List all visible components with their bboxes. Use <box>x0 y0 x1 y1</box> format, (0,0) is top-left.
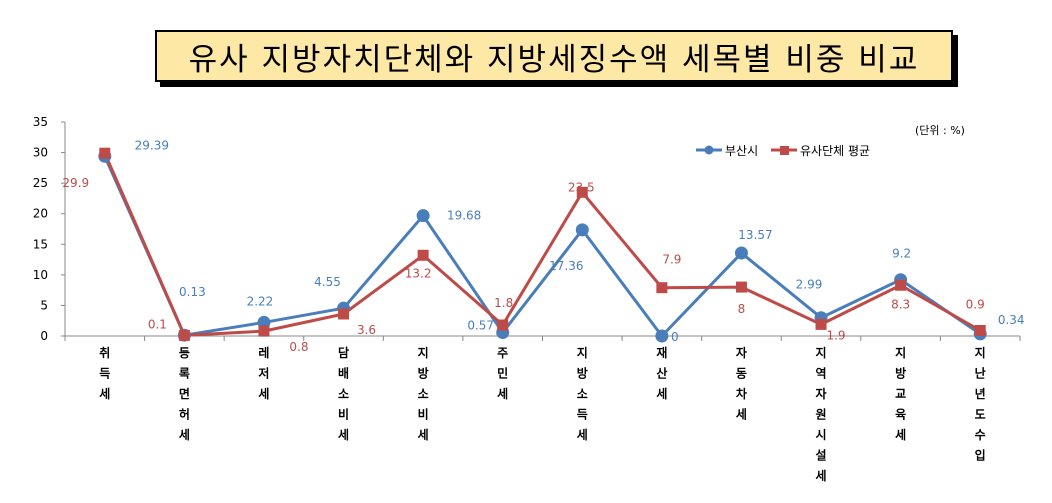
data-label-busan: 19.68 <box>447 209 481 223</box>
legend-marker-similar <box>780 146 789 155</box>
data-point-busan <box>655 329 669 343</box>
data-label-similar: 13.2 <box>405 266 432 280</box>
data-label-similar: 0.1 <box>148 317 167 331</box>
series-line-busan <box>103 155 982 338</box>
data-point-similar <box>576 186 588 198</box>
y-tick-label: 35 <box>33 115 48 129</box>
data-point-similar <box>497 319 509 331</box>
data-point-busan <box>416 209 430 223</box>
data-label-similar: 1.9 <box>826 328 845 342</box>
data-label-busan: 0.57 <box>467 319 494 333</box>
data-label-similar: 0.8 <box>289 340 308 354</box>
y-tick-label: 5 <box>40 298 48 312</box>
y-tick-label: 25 <box>33 176 48 190</box>
data-point-similar <box>99 147 111 159</box>
data-point-similar <box>258 325 270 337</box>
data-label-similar: 3.6 <box>357 323 376 337</box>
data-point-busan <box>575 223 589 237</box>
data-label-busan: 0.13 <box>179 285 206 299</box>
data-label-similar: 0.9 <box>966 297 985 311</box>
data-point-similar <box>656 282 668 294</box>
data-label-busan: 0 <box>671 330 679 344</box>
data-label-similar: 23.5 <box>568 180 595 194</box>
data-label-busan: 9.2 <box>892 247 911 261</box>
data-point-similar <box>178 329 190 341</box>
data-point-similar <box>974 324 986 336</box>
data-point-similar <box>895 279 907 291</box>
y-tick-label: 20 <box>33 207 48 221</box>
data-point-similar <box>815 318 827 330</box>
data-label-busan: 4.55 <box>314 275 341 289</box>
data-point-similar <box>338 308 350 320</box>
legend-marker-busan <box>704 145 714 155</box>
legend-label-similar: 유사단체 평균 <box>800 144 870 158</box>
data-label-busan: 13.57 <box>738 228 772 242</box>
chart-title-box: 유사 지방자치단체와 지방세징수액 세목별 비중 비교 <box>155 30 953 82</box>
y-tick-label: 0 <box>40 329 48 343</box>
y-tick-label: 15 <box>33 237 48 251</box>
series-line-similar <box>103 152 981 337</box>
data-label-similar: 8 <box>738 302 746 316</box>
data-label-busan: 29.39 <box>135 138 169 152</box>
data-label-busan: 2.22 <box>247 294 274 308</box>
legend-label-busan: 부산시 <box>725 144 758 158</box>
chart-title: 유사 지방자치단체와 지방세징수액 세목별 비중 비교 <box>188 41 920 78</box>
data-label-similar: 29.9 <box>62 176 89 190</box>
data-label-similar: 1.8 <box>494 296 513 310</box>
unit-note: (단위 : %) <box>915 124 965 137</box>
data-label-busan: 17.36 <box>549 259 583 273</box>
data-point-similar <box>735 281 747 293</box>
y-tick-label: 10 <box>33 268 48 282</box>
data-label-busan: 2.99 <box>796 278 823 292</box>
data-label-busan: 0.34 <box>998 313 1025 327</box>
data-point-busan <box>734 246 748 260</box>
data-label-similar: 8.3 <box>891 297 910 311</box>
y-tick-label: 30 <box>33 146 48 160</box>
data-label-similar: 7.9 <box>662 253 681 267</box>
data-point-similar <box>417 249 429 261</box>
